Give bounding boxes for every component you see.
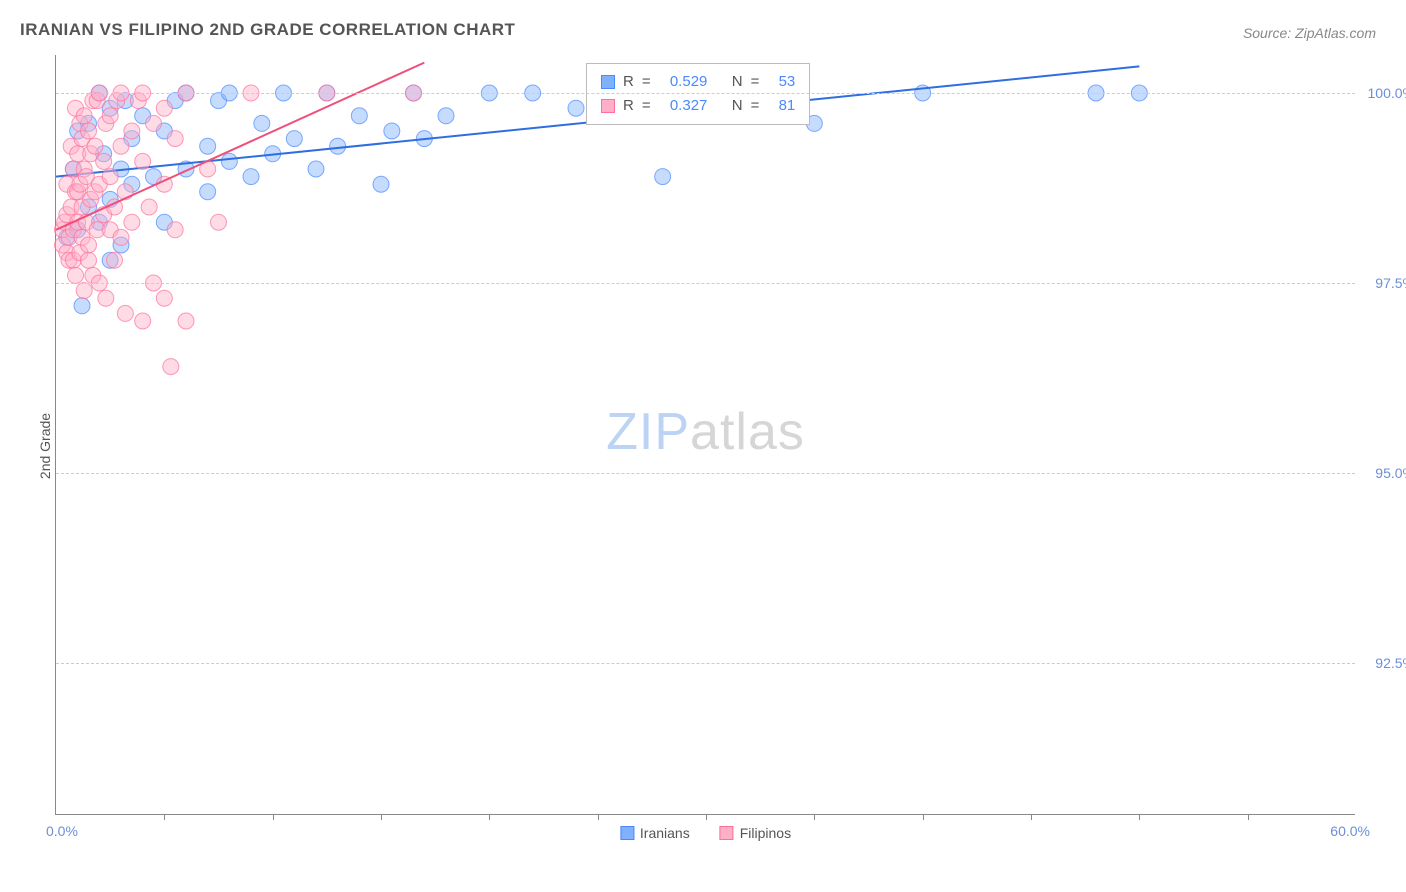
data-point — [655, 169, 671, 185]
stats-row-iranians: R = 0.529 N = 53 — [601, 70, 795, 94]
x-tick — [1139, 814, 1140, 820]
x-tick — [1248, 814, 1249, 820]
equals-sign: = — [642, 94, 662, 118]
data-point — [568, 100, 584, 116]
trend-line — [56, 63, 424, 230]
data-point — [113, 229, 129, 245]
data-point — [135, 313, 151, 329]
data-point — [68, 267, 84, 283]
data-point — [438, 108, 454, 124]
data-point — [167, 131, 183, 147]
data-point — [254, 115, 270, 131]
data-point — [124, 123, 140, 139]
x-tick — [923, 814, 924, 820]
chart-title: IRANIAN VS FILIPINO 2ND GRADE CORRELATIO… — [20, 20, 515, 40]
swatch-iranians-icon — [620, 826, 634, 840]
swatch-filipinos-icon — [720, 826, 734, 840]
legend-label-filipinos: Filipinos — [740, 825, 791, 841]
data-point — [102, 108, 118, 124]
x-tick — [706, 814, 707, 820]
data-point — [286, 131, 302, 147]
data-point — [81, 237, 97, 253]
data-point — [351, 108, 367, 124]
data-point — [211, 214, 227, 230]
x-tick — [1031, 814, 1032, 820]
x-tick — [598, 814, 599, 820]
x-tick — [164, 814, 165, 820]
equals-sign: = — [751, 70, 771, 94]
gridline-h — [56, 283, 1355, 284]
n-value-filipinos: 81 — [779, 94, 796, 118]
legend-item-iranians: Iranians — [620, 825, 690, 841]
stats-row-filipinos: R = 0.327 N = 81 — [601, 94, 795, 118]
data-point — [98, 290, 114, 306]
data-point — [87, 138, 103, 154]
data-point — [156, 290, 172, 306]
data-point — [167, 222, 183, 238]
data-point — [156, 100, 172, 116]
legend-item-filipinos: Filipinos — [720, 825, 791, 841]
data-point — [117, 305, 133, 321]
swatch-filipinos-icon — [601, 99, 615, 113]
x-tick — [489, 814, 490, 820]
y-tick-label: 97.5% — [1360, 275, 1406, 291]
data-point — [146, 115, 162, 131]
data-point — [81, 123, 97, 139]
gridline-h — [56, 473, 1355, 474]
x-tick — [381, 814, 382, 820]
r-label: R — [623, 70, 634, 94]
stats-legend-box: R = 0.529 N = 53 R = 0.327 N = 81 — [586, 63, 810, 125]
x-axis-start-label: 0.0% — [46, 823, 78, 839]
y-axis-label: 2nd Grade — [37, 413, 53, 479]
data-point — [76, 108, 92, 124]
n-value-iranians: 53 — [779, 70, 796, 94]
data-point — [373, 176, 389, 192]
data-point — [141, 199, 157, 215]
chart-svg — [56, 55, 1355, 814]
data-point — [200, 138, 216, 154]
data-point — [200, 184, 216, 200]
swatch-iranians-icon — [601, 75, 615, 89]
equals-sign: = — [642, 70, 662, 94]
n-label: N — [732, 70, 743, 94]
data-point — [178, 313, 194, 329]
n-label: N — [732, 94, 743, 118]
equals-sign: = — [751, 94, 771, 118]
data-point — [384, 123, 400, 139]
gridline-h — [56, 663, 1355, 664]
data-point — [96, 153, 112, 169]
gridline-h — [56, 93, 1355, 94]
data-point — [102, 169, 118, 185]
chart-container: IRANIAN VS FILIPINO 2ND GRADE CORRELATIO… — [0, 0, 1406, 892]
y-tick-label: 100.0% — [1360, 85, 1406, 101]
series-legend: Iranians Filipinos — [620, 825, 791, 841]
legend-label-iranians: Iranians — [640, 825, 690, 841]
data-point — [113, 138, 129, 154]
data-point — [221, 153, 237, 169]
data-point — [124, 214, 140, 230]
data-point — [135, 153, 151, 169]
data-point — [107, 252, 123, 268]
r-value-filipinos: 0.327 — [670, 94, 708, 118]
data-point — [163, 359, 179, 375]
r-label: R — [623, 94, 634, 118]
x-tick — [273, 814, 274, 820]
data-point — [74, 298, 90, 314]
plot-area: ZIPatlas R = 0.529 N = 53 R = 0.327 N — [55, 55, 1355, 815]
y-tick-label: 95.0% — [1360, 465, 1406, 481]
r-value-iranians: 0.529 — [670, 70, 708, 94]
data-point — [81, 252, 97, 268]
x-axis-end-label: 60.0% — [1330, 823, 1370, 839]
data-point — [330, 138, 346, 154]
data-point — [243, 169, 259, 185]
data-point — [308, 161, 324, 177]
source-label: Source: ZipAtlas.com — [1243, 25, 1376, 41]
x-tick — [814, 814, 815, 820]
data-point — [76, 283, 92, 299]
y-tick-label: 92.5% — [1360, 655, 1406, 671]
